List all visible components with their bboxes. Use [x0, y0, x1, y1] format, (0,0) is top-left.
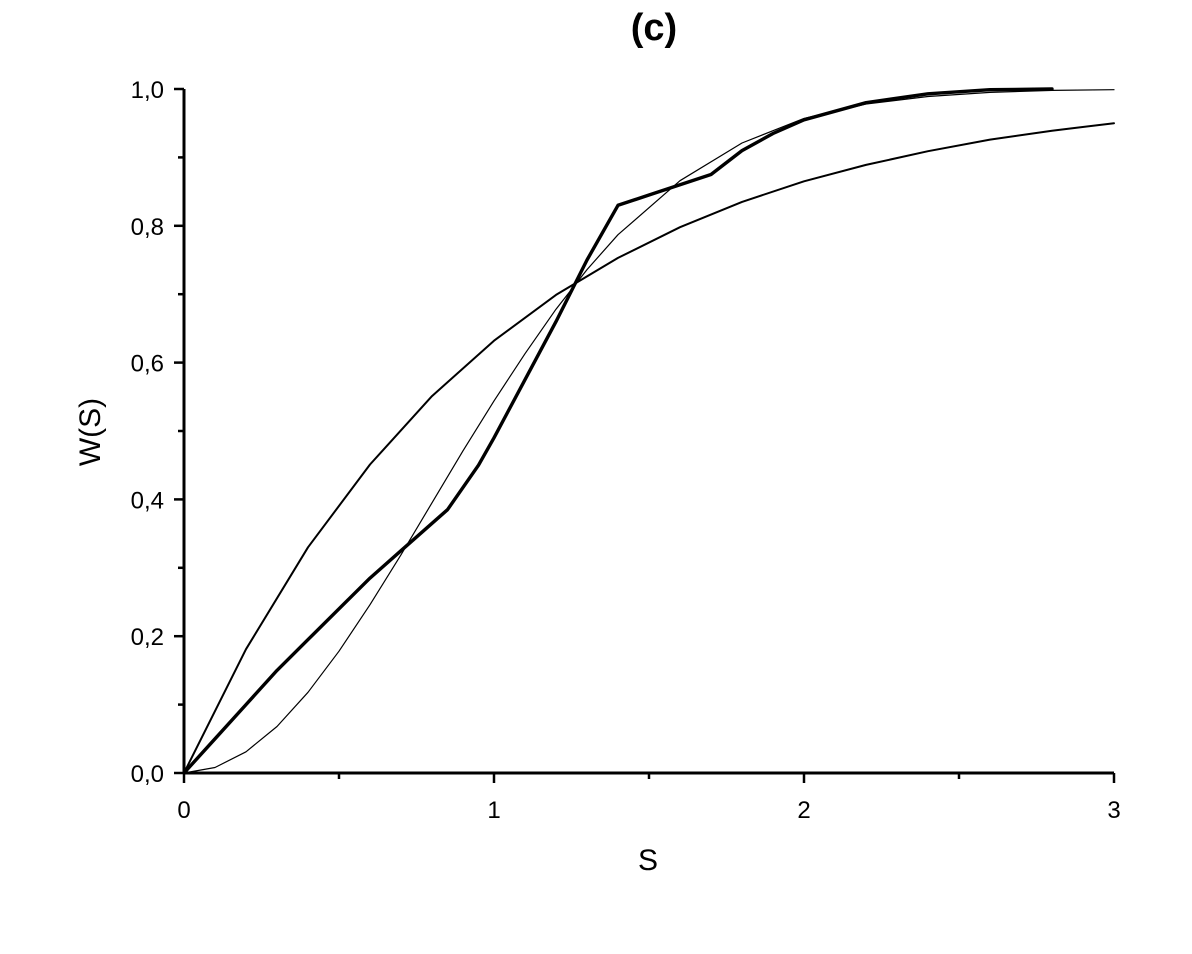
- series-line-3: [182, 87, 1054, 775]
- series-line-1: [183, 122, 1115, 774]
- y-tick-label: 1,0: [131, 77, 164, 104]
- chart-title: (c): [631, 7, 677, 49]
- y-tick-label: 0,8: [131, 214, 164, 241]
- x-tick-label: 0: [177, 797, 190, 824]
- x-tick-label: 2: [797, 797, 810, 824]
- series-layer: [182, 87, 1115, 775]
- axes-layer: [182, 89, 1114, 775]
- y-tick-label: 0,2: [131, 624, 164, 651]
- y-tick-label: 0,0: [131, 761, 164, 788]
- y-axis-title: W(S): [74, 398, 107, 466]
- x-tick-label: 3: [1107, 797, 1120, 824]
- y-tick-label: 0,4: [131, 487, 164, 514]
- x-tick-label: 1: [487, 797, 500, 824]
- ticks-layer: 0 1 2 3 0,0 0,2 0,4 0,6 0,8 1,0: [131, 77, 1121, 824]
- y-tick-label: 0,6: [131, 351, 164, 378]
- x-axis-title: S: [638, 844, 658, 877]
- series-line-2: [183, 89, 1115, 774]
